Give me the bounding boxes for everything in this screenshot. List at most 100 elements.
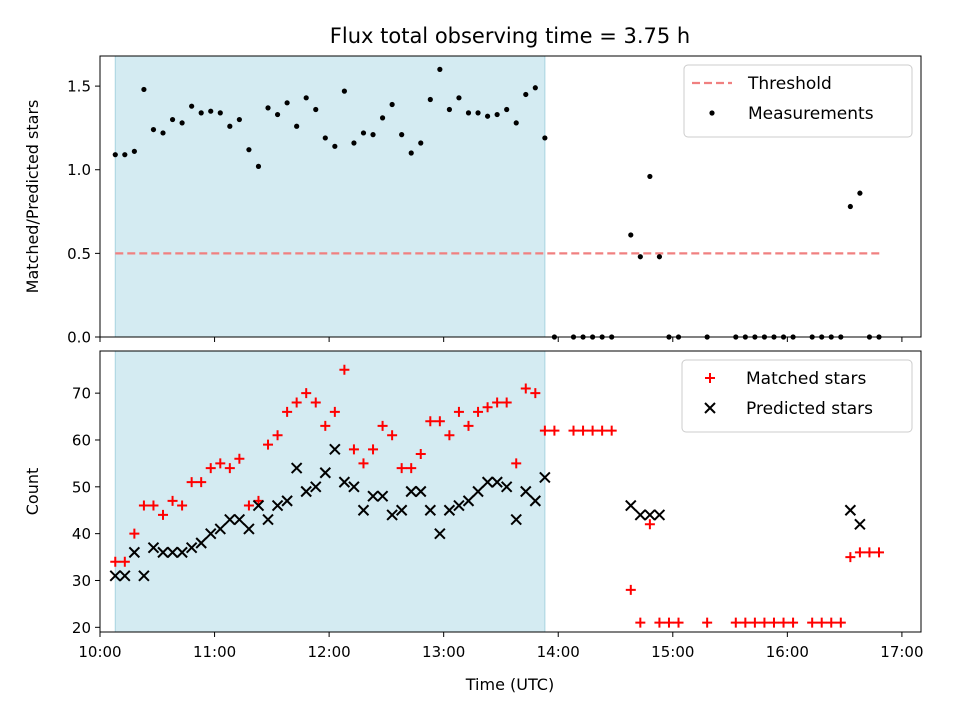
matched-stars-point (329, 406, 340, 417)
chart-title: Flux total observing time = 3.75 h (330, 24, 690, 48)
measurement-point (647, 173, 653, 180)
measurement-point (131, 148, 137, 154)
legend-box (681, 359, 913, 433)
measurement-point (847, 203, 853, 210)
matched-stars-point (406, 463, 417, 474)
measurement-point (274, 111, 281, 118)
predicted-stars-point (510, 513, 522, 526)
predicted-stars-point (424, 504, 437, 516)
measurement-point (236, 116, 242, 123)
measurement-point (523, 91, 529, 98)
matched-stars-point (625, 584, 636, 595)
matched-stars-point (597, 425, 608, 436)
matched-stars-point (310, 397, 321, 408)
measurement-point (456, 95, 462, 101)
matched-stars-point (263, 439, 274, 450)
measurement-point (112, 152, 118, 158)
predicted-stars-point (644, 509, 656, 521)
x-tick-label: 15:00 (651, 643, 694, 661)
predicted-stars-point (462, 495, 475, 507)
predicted-stars-point (491, 476, 503, 488)
matched-stars-point (167, 495, 178, 506)
matched-stars-point (778, 617, 789, 628)
x-axis-label: Time (UTC) (465, 675, 554, 694)
legend-swatch-measurements (709, 110, 715, 116)
matched-stars-point (177, 500, 188, 511)
matched-stars-point (864, 547, 875, 558)
measurement-point (265, 105, 271, 111)
predicted-stars-point (376, 490, 389, 502)
axes-frame (99, 55, 922, 338)
matched-stars-point (644, 519, 655, 530)
predicted-stars-point (386, 509, 398, 521)
matched-stars-point (444, 430, 455, 441)
predicted-stars-point (185, 541, 198, 554)
predicted-stars-point (520, 485, 532, 498)
predicted-stars-point (348, 481, 360, 493)
measurement-point (637, 254, 643, 260)
legend-label: Matched stars (746, 369, 866, 389)
predicted-stars-point (252, 499, 265, 512)
matched-stars-point (673, 617, 684, 628)
predicted-stars-point (271, 499, 284, 512)
matched-stars-point (749, 617, 760, 628)
matched-stars-point (826, 617, 837, 628)
matched-stars-point (368, 444, 379, 455)
measurement-point (446, 106, 453, 113)
matched-stars-point (224, 463, 235, 474)
predicted-stars-point (119, 570, 131, 582)
predicted-stars-point (290, 462, 303, 474)
matched-stars-point (835, 617, 846, 628)
y-tick-label: 40 (72, 525, 91, 543)
matched-stars-point (702, 617, 713, 628)
matched-stars-point (301, 388, 312, 399)
measurement-point (208, 108, 214, 114)
predicted-stars-point (634, 509, 647, 521)
predicted-stars-point (319, 467, 332, 479)
matched-stars-point (501, 397, 512, 408)
predicted-stars-point (176, 546, 188, 559)
y-tick-label: 20 (72, 619, 91, 637)
measurement-point (160, 130, 166, 136)
measurement-point (857, 190, 863, 196)
count-panel: 20 30 40 50 60 70 10:00 11:00 12:00 13:00 14:00 15:… (23, 350, 924, 661)
measurement-point (150, 126, 157, 133)
matched-stars-point (158, 509, 169, 520)
axes-frame (99, 350, 922, 633)
predicted-stars-point (854, 518, 866, 530)
measurement-point (418, 140, 424, 146)
matched-stars-point (635, 617, 646, 628)
matched-stars-point (654, 617, 665, 628)
x-tick-label: 16:00 (766, 643, 809, 661)
matched-stars-point (520, 383, 531, 394)
predicted-stars-point (128, 546, 141, 559)
matched-stars-point (129, 528, 140, 539)
x-tick-label: 12:00 (307, 643, 350, 661)
measurement-point (427, 96, 433, 103)
matched-stars-point (119, 556, 130, 567)
measurement-point (179, 120, 185, 126)
matched-stars-point (740, 617, 751, 628)
matched-stars-point (291, 397, 302, 408)
measurement-point (465, 110, 472, 116)
matched-stars-point (243, 500, 254, 511)
x-tick-label: 10:00 (78, 643, 121, 661)
y-axis-label: Matched/Predicted stars (23, 100, 42, 294)
predicted-stars-point (281, 495, 293, 507)
measurement-point (628, 232, 634, 238)
predicted-stars-point (224, 513, 236, 526)
predicted-stars-point (300, 485, 312, 498)
measurement-point (389, 101, 395, 108)
matched-stars-point (339, 364, 350, 375)
measurement-point (246, 147, 252, 153)
measurement-point (351, 140, 357, 146)
matched-stars-point (415, 449, 426, 460)
legend-label: Predicted stars (746, 399, 873, 419)
matched-stars-point (606, 425, 617, 436)
matched-stars-point (568, 425, 579, 436)
predicted-stars-point (539, 471, 551, 484)
measurement-point (169, 116, 176, 123)
matched-stars-point (854, 547, 865, 558)
measurement-point (408, 150, 414, 156)
matched-stars-point (511, 458, 522, 469)
